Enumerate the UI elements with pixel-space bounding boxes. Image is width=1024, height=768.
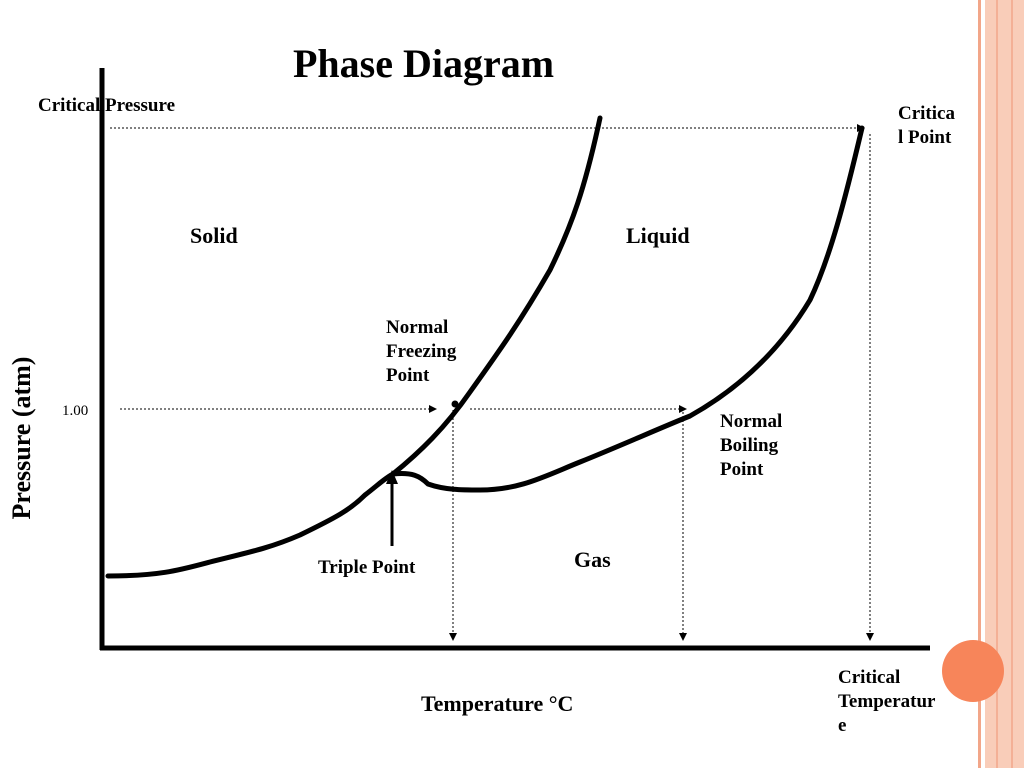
- triple-point-label: Triple Point: [318, 557, 416, 578]
- critical-point-label: Critica l Point: [898, 103, 955, 148]
- normal-boiling-point-label: Normal Boiling Point: [720, 411, 783, 480]
- melting-curve: [390, 115, 603, 477]
- slide-title: Phase Diagram: [293, 41, 555, 86]
- accent-circle: [942, 640, 1004, 702]
- vaporization-curve: [390, 125, 865, 493]
- critical-temperature-label: Critical Temperatur e: [838, 667, 936, 736]
- solid-region-label: Solid: [190, 223, 238, 248]
- decor-stripe-thin: [978, 0, 981, 768]
- y-axis-label: Pressure (atm): [7, 356, 36, 520]
- triple-point-arrowhead: [386, 470, 398, 484]
- freezing-point-marker: [451, 400, 459, 408]
- gas-region-label: Gas: [574, 547, 611, 572]
- normal-freezing-point-label: Normal Freezing Point: [386, 317, 457, 386]
- liquid-region-label: Liquid: [626, 223, 690, 248]
- critical-pressure-label: Critical Pressure: [38, 95, 176, 116]
- decor-stripe-wide: [985, 0, 1024, 768]
- decor-stripe-line-2: [1011, 0, 1013, 768]
- y-tick-label: 1.00: [62, 403, 89, 419]
- decor-stripe-line: [996, 0, 998, 768]
- sublimation-curve: [105, 471, 396, 579]
- x-axis-label: Temperature °C: [421, 691, 574, 716]
